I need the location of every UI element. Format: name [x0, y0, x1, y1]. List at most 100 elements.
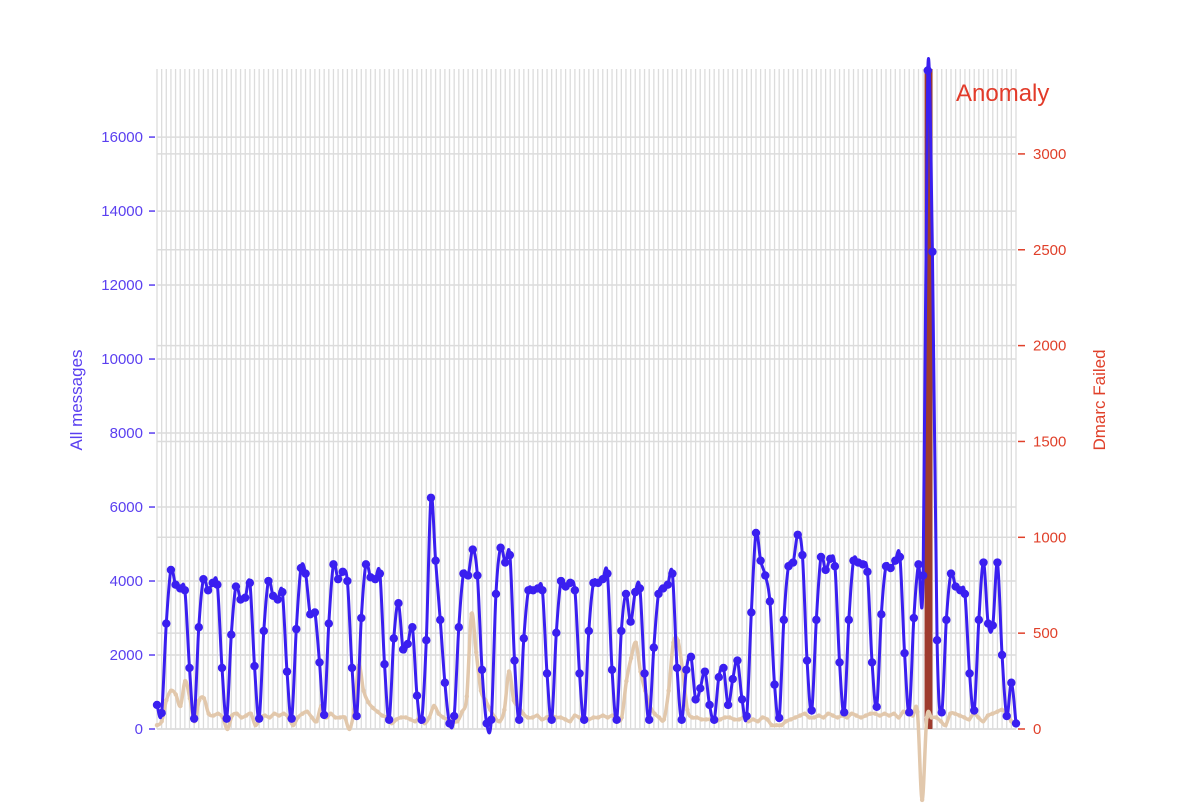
all-messages-point [626, 617, 635, 626]
left-tick-label: 8000 [110, 425, 143, 442]
all-messages-point [779, 615, 789, 625]
all-messages-point [640, 669, 649, 678]
dmarc-failed-point [309, 715, 315, 720]
all-messages-point [635, 584, 645, 593]
dmarc-failed-point [779, 722, 784, 728]
all-messages-point [501, 558, 510, 567]
all-messages-point [273, 595, 282, 604]
all-messages-point [932, 636, 942, 645]
all-messages-point [505, 550, 515, 560]
left-tick-label: 4000 [110, 573, 143, 590]
all-messages-point [798, 550, 807, 560]
dmarc-failed-point [182, 678, 188, 684]
all-messages-point [663, 580, 672, 589]
all-messages-point [974, 615, 984, 625]
all-messages-point [774, 713, 784, 723]
dmarc-failed-point [455, 719, 460, 724]
all-messages-point [598, 574, 607, 584]
all-messages-point [556, 576, 566, 586]
right-axis: 0 500 1000 1500 2000 2500 3000 [1018, 146, 1066, 738]
dmarc-failed-point [628, 655, 634, 661]
dmarc-failed-point [412, 719, 418, 724]
all-messages-point [979, 558, 988, 567]
all-messages-point [900, 648, 909, 658]
series-layer [152, 57, 1021, 803]
dmarc-failed-point [159, 719, 164, 724]
all-messages-point [617, 626, 626, 636]
all-messages-point [997, 650, 1007, 660]
dmarc-failed-point [722, 715, 728, 720]
all-messages-point [496, 543, 505, 552]
all-messages-point [222, 714, 231, 723]
all-messages-point [185, 663, 194, 673]
dmarc-failed-point [178, 703, 183, 709]
all-messages-point [412, 691, 422, 700]
dmarc-failed-point [173, 692, 178, 697]
dmarc-failed-point [408, 717, 413, 722]
all-messages-point [199, 574, 208, 584]
all-messages-point [682, 665, 691, 675]
dmarc-failed-point [830, 713, 836, 718]
all-messages-point [403, 639, 412, 649]
right-tick-label: 2500 [1033, 242, 1066, 259]
all-messages-point [649, 643, 659, 652]
all-messages-point [287, 714, 296, 723]
dmarc-failed-point [469, 611, 474, 617]
all-messages-point [473, 571, 482, 580]
all-messages-point [241, 593, 250, 602]
all-messages-point [463, 571, 473, 580]
dmarc-failed-point [168, 688, 174, 693]
all-messages-point [788, 558, 798, 567]
all-messages-point [942, 615, 951, 625]
all-messages-point [394, 599, 403, 608]
dmarc-failed-point [882, 711, 887, 716]
all-messages-point [417, 715, 426, 724]
dmarc-failed-point [530, 715, 535, 720]
dmarc-failed-point [248, 711, 254, 716]
all-messages-point [677, 715, 686, 724]
dmarc-failed-point [943, 722, 948, 728]
dmarc-failed-point [347, 726, 352, 732]
all-messages-point [728, 674, 737, 684]
all-messages-point [245, 578, 255, 588]
dmarc-failed-point [736, 717, 742, 722]
dmarc-failed-point [234, 711, 239, 716]
all-messages-point [1011, 719, 1021, 728]
all-messages-point [538, 586, 547, 595]
all-messages-point [742, 711, 751, 721]
all-messages-point [844, 615, 854, 625]
all-messages-point [719, 663, 728, 673]
dmarc-failed-point [525, 715, 531, 720]
dmarc-failed-point [520, 711, 526, 716]
dmarc-failed-point [398, 715, 404, 720]
all-messages-point [408, 623, 417, 632]
all-messages-point [157, 708, 166, 718]
dmarc-failed-point [826, 711, 831, 716]
dmarc-failed-point [591, 715, 596, 720]
all-messages-point [826, 554, 835, 564]
all-messages-point [603, 569, 612, 578]
dmarc-failed-point [966, 717, 972, 722]
dmarc-failed-point [459, 709, 465, 714]
dmarc-failed-point [267, 715, 272, 720]
right-tick-label: 3000 [1033, 146, 1066, 163]
all-messages-point [770, 680, 779, 689]
dmarc-failed-point [811, 715, 817, 720]
dmarc-failed-point [727, 715, 732, 720]
all-messages-point [213, 580, 222, 589]
all-messages-point [227, 630, 236, 639]
all-messages-point [398, 645, 408, 654]
dmarc-failed-point [605, 715, 610, 720]
all-messages-point [333, 574, 343, 584]
dmarc-failed-point [225, 726, 230, 732]
dmarc-failed-point [441, 715, 446, 720]
all-messages-point [566, 578, 575, 588]
all-messages-point [914, 560, 923, 569]
dmarc-failed-point [464, 694, 470, 699]
all-messages-point [802, 656, 812, 665]
all-messages-point [723, 700, 733, 710]
dmarc-failed-point [844, 715, 850, 720]
dmarc-failed-point [901, 709, 906, 714]
all-messages-point [319, 710, 329, 720]
